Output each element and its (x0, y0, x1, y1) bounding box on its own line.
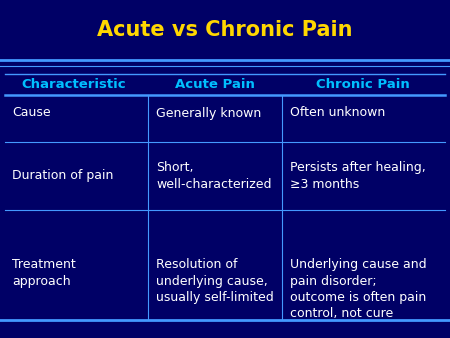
Text: Characteristic: Characteristic (22, 78, 126, 92)
Text: Duration of pain: Duration of pain (12, 169, 113, 183)
Text: Often unknown: Often unknown (290, 106, 385, 120)
Text: Underlying cause and
pain disorder;
outcome is often pain
control, not cure: Underlying cause and pain disorder; outc… (290, 258, 427, 320)
Text: Chronic Pain: Chronic Pain (316, 78, 410, 92)
Text: Cause: Cause (12, 106, 50, 120)
Text: Short,
well-characterized: Short, well-characterized (156, 161, 271, 191)
Text: Persists after healing,
≥3 months: Persists after healing, ≥3 months (290, 161, 426, 191)
Text: Acute vs Chronic Pain: Acute vs Chronic Pain (97, 20, 353, 40)
Text: Generally known: Generally known (156, 106, 261, 120)
Text: Acute Pain: Acute Pain (175, 78, 255, 92)
Text: Resolution of
underlying cause,
usually self-limited: Resolution of underlying cause, usually … (156, 258, 274, 304)
Text: Treatment
approach: Treatment approach (12, 258, 76, 288)
